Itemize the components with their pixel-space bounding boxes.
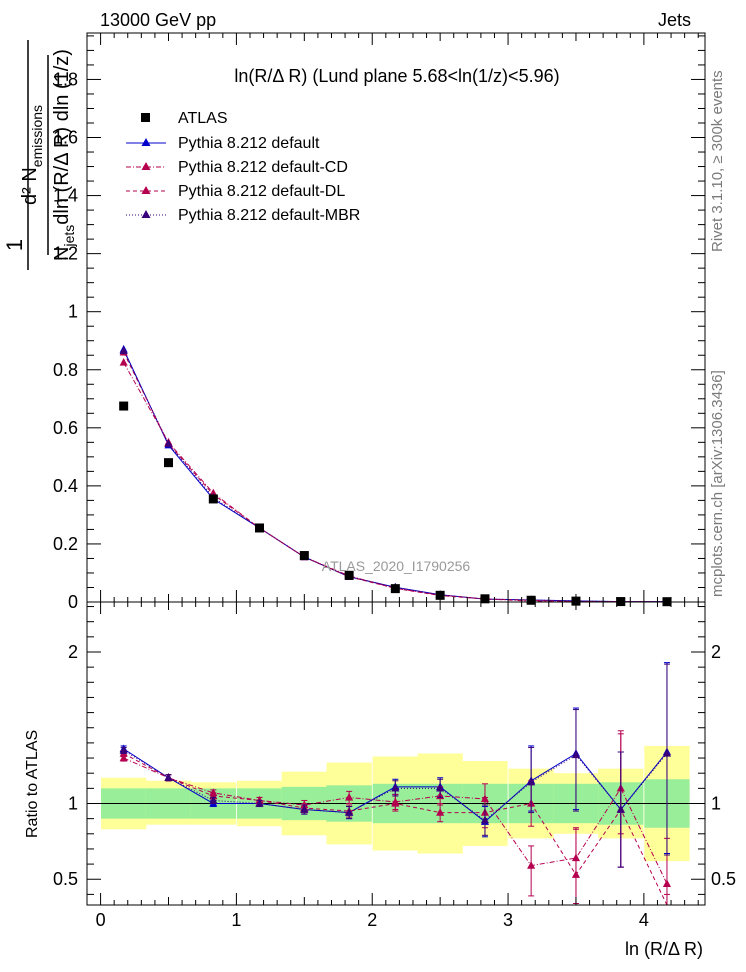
rivet-label: Rivet 3.1.10, ≥ 300k events: [709, 70, 726, 252]
ratio-y-tick-label-right: 2: [711, 642, 721, 662]
legend-marker-dl: [141, 186, 151, 194]
main-ylabel: d² Nemissions Njetsdln (R/Δ R) dln (1/z): [19, 49, 77, 261]
ratio-series-point: [662, 749, 672, 757]
main-ylabel-one: 1: [2, 239, 27, 251]
ratio-series-point: [209, 795, 218, 804]
x-tick-label: 4: [639, 910, 649, 930]
ratio-frame: [86, 601, 706, 906]
atlas-data-point: [119, 401, 129, 411]
atlas-data-point: [390, 584, 400, 594]
ratio-plot: [87, 662, 705, 906]
main-y-tick-label: 0.2: [53, 534, 78, 554]
main-y-tick-label: 1.2: [53, 244, 78, 264]
ratio-series-point: [480, 815, 490, 824]
main-series-point: [119, 357, 128, 366]
x-tick-label: 0: [96, 910, 106, 930]
legend-label-dl: Pythia 8.212 default-DL: [178, 183, 345, 200]
ratio-series-point: [345, 792, 354, 801]
main-y-tick-label: 1.6: [53, 128, 78, 148]
x-tick-label: 3: [503, 910, 513, 930]
ratio-series-point: [164, 773, 173, 781]
ratio-series-point: [345, 808, 354, 816]
ratio-ylabel: Ratio to ATLAS: [24, 730, 41, 838]
legend-label-atlas: ATLAS: [178, 110, 228, 127]
atlas-data-point: [299, 551, 309, 561]
legend-marker-mbr: [141, 210, 151, 218]
ratio-series-point: [255, 798, 264, 807]
atlas-data-point: [480, 594, 490, 604]
ratio-series-point: [616, 805, 625, 813]
main-y-tick-label: 1.8: [53, 69, 78, 89]
ratio-y-tick-label-right: 1: [711, 793, 721, 813]
ratio-series-point: [391, 798, 400, 807]
atlas-data-point: [344, 570, 354, 580]
ratio-y-tick-label: 0.5: [53, 869, 78, 889]
ratio-series-point: [571, 750, 581, 759]
main-series-point: [164, 439, 173, 447]
atlas-data-point: [208, 494, 218, 504]
main-series-point: [119, 346, 128, 355]
main-ylabel-den: Njetsdln (R/Δ R) dln (1/z): [51, 49, 77, 261]
ratio-y-tick-label: 2: [68, 642, 78, 662]
analysis-watermark: ATLAS_2020_I1790256: [322, 558, 471, 574]
legend-label-default: Pythia 8.212 default: [178, 135, 320, 152]
ratio-y-tick-label: 1: [68, 793, 78, 813]
main-y-tick-label: 0.6: [53, 418, 78, 438]
legend: ATLAS Pythia 8.212 default Pythia 8.212 …: [126, 110, 360, 224]
ratio-series-point: [662, 879, 672, 887]
ratio-series-point: [436, 808, 445, 816]
axes: 0 1 2 3 4 0 0.2 0.4 0.6 0.8 1 1.2 1.4 1.6 1.8 0.5 0.5 1 1 2…: [53, 33, 736, 930]
ratio-series-point: [391, 783, 400, 792]
ratio-series-point: [527, 861, 536, 869]
legend-marker-default: [141, 138, 151, 146]
main-y-tick-label: 1.4: [53, 186, 78, 206]
legend-label-cd: Pythia 8.212 default-CD: [178, 159, 348, 176]
atlas-data-point: [163, 458, 173, 468]
main-y-tick-label: 0: [68, 592, 78, 612]
ratio-series-point: [527, 777, 536, 786]
plot-title: ln(R/Δ R) (Lund plane 5.68<ln(1/z)<5.96): [234, 66, 559, 86]
ratio-series-point: [571, 870, 581, 878]
ratio-series-point: [119, 753, 128, 762]
legend-marker-cd: [141, 162, 151, 170]
atlas-data-point: [526, 595, 536, 605]
x-axis-label: ln (R/Δ R): [625, 939, 703, 959]
main-ylabel-top: d² Nemissions: [19, 105, 45, 205]
ratio-y-tick-label-right: 0.5: [711, 869, 736, 889]
x-tick-label: 2: [367, 910, 377, 930]
main-y-tick-label: 0.4: [53, 476, 78, 496]
ratio-series-point: [119, 745, 128, 754]
atlas-data-point: [254, 523, 264, 533]
ratio-series-point: [300, 805, 309, 813]
x-tick-label: 1: [231, 910, 241, 930]
main-y-tick-label: 1: [68, 302, 78, 322]
legend-marker-atlas: [141, 113, 150, 122]
mcplots-label: mcplots.cern.ch [arXiv:1306.3436]: [709, 370, 726, 597]
ratio-series-point: [436, 783, 445, 792]
header-process: Jets: [658, 10, 691, 30]
legend-label-mbr: Pythia 8.212 default-MBR: [178, 207, 360, 224]
header-collision: 13000 GeV pp: [100, 10, 216, 30]
main-y-tick-label: 0.8: [53, 360, 78, 380]
main-ylabel-num: 1: [2, 239, 27, 251]
